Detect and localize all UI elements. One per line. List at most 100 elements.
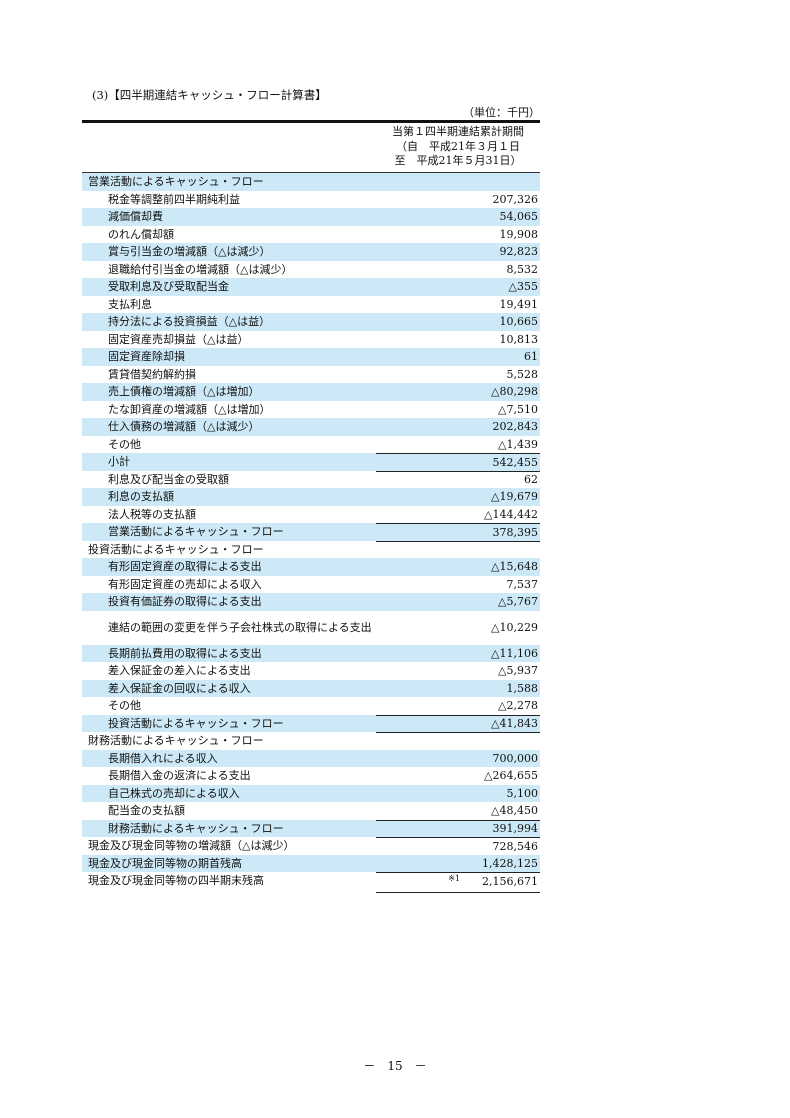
column-header-line: 至 平成21年５月31日） — [394, 154, 522, 167]
table-row: 税金等調整前四半期純利益 207,326 — [82, 191, 540, 209]
table-row: 固定資産売却損益（△は益） 10,813 — [82, 331, 540, 349]
table-row: 現金及び現金同等物の期首残高 1,428,125 — [82, 854, 540, 872]
row-label: 現金及び現金同等物の期首残高 — [88, 856, 242, 870]
row-label: のれん償却額 — [108, 227, 174, 241]
amount: 2,156,671 — [482, 874, 538, 888]
row-label: 連結の範囲の変更を伴う子会社株式の取得による支出 — [108, 621, 372, 634]
row-label: 現金及び現金同等物の四半期末残高 — [88, 874, 264, 888]
row-value: △80,298 — [376, 383, 540, 401]
row-value: 700,000 — [376, 750, 540, 768]
table-row: その他 △2,278 — [82, 697, 540, 715]
amount: 378,395 — [492, 525, 539, 539]
row-value: 19,908 — [376, 226, 540, 244]
table-row: 賃貸借契約解約損 5,528 — [82, 366, 540, 384]
row-value: 62 — [376, 470, 540, 489]
table-row: 投資有価証券の取得による支出 △5,767 — [82, 593, 540, 611]
table-row: 有形固定資産の売却による収入 7,537 — [82, 576, 540, 594]
row-label: 投資有価証券の取得による支出 — [108, 595, 262, 609]
table-row: 賞与引当金の増減額（△は減少） 92,823 — [82, 243, 540, 261]
table-row: 現金及び現金同等物の四半期末残高 ※1 2,156,671 — [82, 872, 540, 890]
row-value: 1,588 — [376, 680, 540, 698]
row-label: 財務活動によるキャッシュ・フロー — [108, 821, 284, 835]
row-label: 長期借入れによる収入 — [108, 751, 218, 765]
page-number: － 15 － — [363, 1059, 427, 1073]
amount: 1,428,125 — [482, 856, 538, 870]
row-value: △11,106 — [376, 645, 540, 663]
amount: 8,532 — [506, 262, 539, 276]
top-rule — [82, 120, 540, 123]
amount: 19,908 — [499, 227, 539, 241]
row-label: 持分法による投資損益（△は益） — [108, 315, 271, 329]
table-row: 利息及び配当金の受取額 62 — [82, 470, 540, 489]
row-label: 賞与引当金の増減額（△は減少） — [108, 245, 271, 259]
table-row: 差入保証金の回収による収入 1,588 — [82, 679, 540, 698]
table-row: 退職給付引当金の増減額（△は減少） 8,532 — [82, 261, 540, 279]
table-row: 長期前払費用の取得による支出 △11,106 — [82, 644, 540, 663]
row-label: 現金及び現金同等物の増減額（△は減少） — [88, 839, 295, 853]
row-value: 10,665 — [376, 313, 540, 331]
row-value: △1,439 — [376, 436, 540, 454]
row-label: 自己株式の売却による収入 — [108, 786, 240, 800]
bottom-rule — [376, 892, 540, 893]
row-label: 仕入債務の増減額（△は減少） — [108, 420, 260, 434]
amount: △41,843 — [491, 717, 538, 731]
row-label: 支払利息 — [108, 297, 152, 311]
amount: 19,491 — [499, 297, 539, 311]
row-label: 有形固定資産の売却による収入 — [108, 577, 262, 591]
amount: 62 — [524, 473, 538, 487]
row-label: 配当金の支払額 — [108, 804, 185, 818]
table-row: 連結の範囲の変更を伴う子会社株式の取得による支出 △10,229 — [82, 611, 540, 645]
amount: 10,813 — [499, 332, 539, 346]
table-row: 現金及び現金同等物の増減額（△は減少） 728,546 — [82, 837, 540, 855]
row-value: 5,100 — [376, 785, 540, 803]
table-row: 売上債権の増減額（△は増加） △80,298 — [82, 383, 540, 401]
amount: 542,455 — [492, 455, 539, 469]
row-value: △264,655 — [376, 767, 540, 785]
amount: △1,439 — [498, 437, 538, 451]
row-value: △5,937 — [376, 662, 540, 680]
amount: 5,100 — [506, 786, 539, 800]
row-label: たな卸資産の増減額（△は増加） — [108, 402, 271, 416]
row-label: 利息及び配当金の受取額 — [108, 472, 229, 486]
amount: △355 — [508, 280, 538, 294]
row-label: 有形固定資産の取得による支出 — [108, 560, 262, 574]
row-label: 固定資産除却損 — [108, 350, 185, 364]
amount: 92,823 — [499, 245, 539, 259]
table-row: 減価償却費 54,065 — [82, 208, 540, 226]
table-row: 固定資産除却損 61 — [82, 348, 540, 366]
row-value: 54,065 — [376, 208, 540, 226]
row-label: 固定資産売却損益（△は益） — [108, 332, 249, 346]
section-title: (3)【四半期連結キャッシュ・フロー計算書】 — [92, 88, 327, 102]
table-row: 財務活動によるキャッシュ・フロー 391,994 — [82, 819, 540, 837]
table-row: 営業活動によるキャッシュ・フロー — [82, 173, 540, 191]
row-value: 5,528 — [376, 366, 540, 384]
row-label: その他 — [108, 437, 141, 451]
row-value: 61 — [376, 348, 540, 366]
row-label: 賃貸借契約解約損 — [108, 367, 196, 381]
table-row: 投資活動によるキャッシュ・フロー — [82, 540, 540, 559]
amount: △264,655 — [484, 769, 538, 783]
table-row: のれん償却額 19,908 — [82, 226, 540, 244]
row-value: 202,843 — [376, 418, 540, 436]
amount: 7,537 — [506, 577, 539, 591]
row-value: 207,326 — [376, 191, 540, 209]
table-row: 差入保証金の差入による支出 △5,937 — [82, 662, 540, 680]
amount: 207,326 — [492, 192, 539, 206]
row-value: ※1 2,156,671 — [376, 872, 540, 890]
table-row: 有形固定資産の取得による支出 △15,648 — [82, 558, 540, 576]
row-value — [376, 732, 540, 750]
row-value: 92,823 — [376, 243, 540, 261]
amount: △10,229 — [491, 621, 538, 634]
table-row: 自己株式の売却による収入 5,100 — [82, 784, 540, 803]
row-value: 8,532 — [376, 261, 540, 279]
amount: 391,994 — [492, 822, 539, 836]
row-value: △10,229 — [376, 611, 540, 645]
unit-label: （単位：千円） — [463, 106, 540, 119]
row-label: 小計 — [108, 455, 130, 469]
row-value: 728,546 — [376, 837, 540, 855]
row-label: 長期前払費用の取得による支出 — [108, 646, 262, 660]
row-label: 財務活動によるキャッシュ・フロー — [88, 734, 264, 748]
amount: △7,510 — [498, 402, 538, 416]
amount: 202,843 — [492, 420, 539, 434]
row-label: 減価償却費 — [108, 210, 163, 224]
